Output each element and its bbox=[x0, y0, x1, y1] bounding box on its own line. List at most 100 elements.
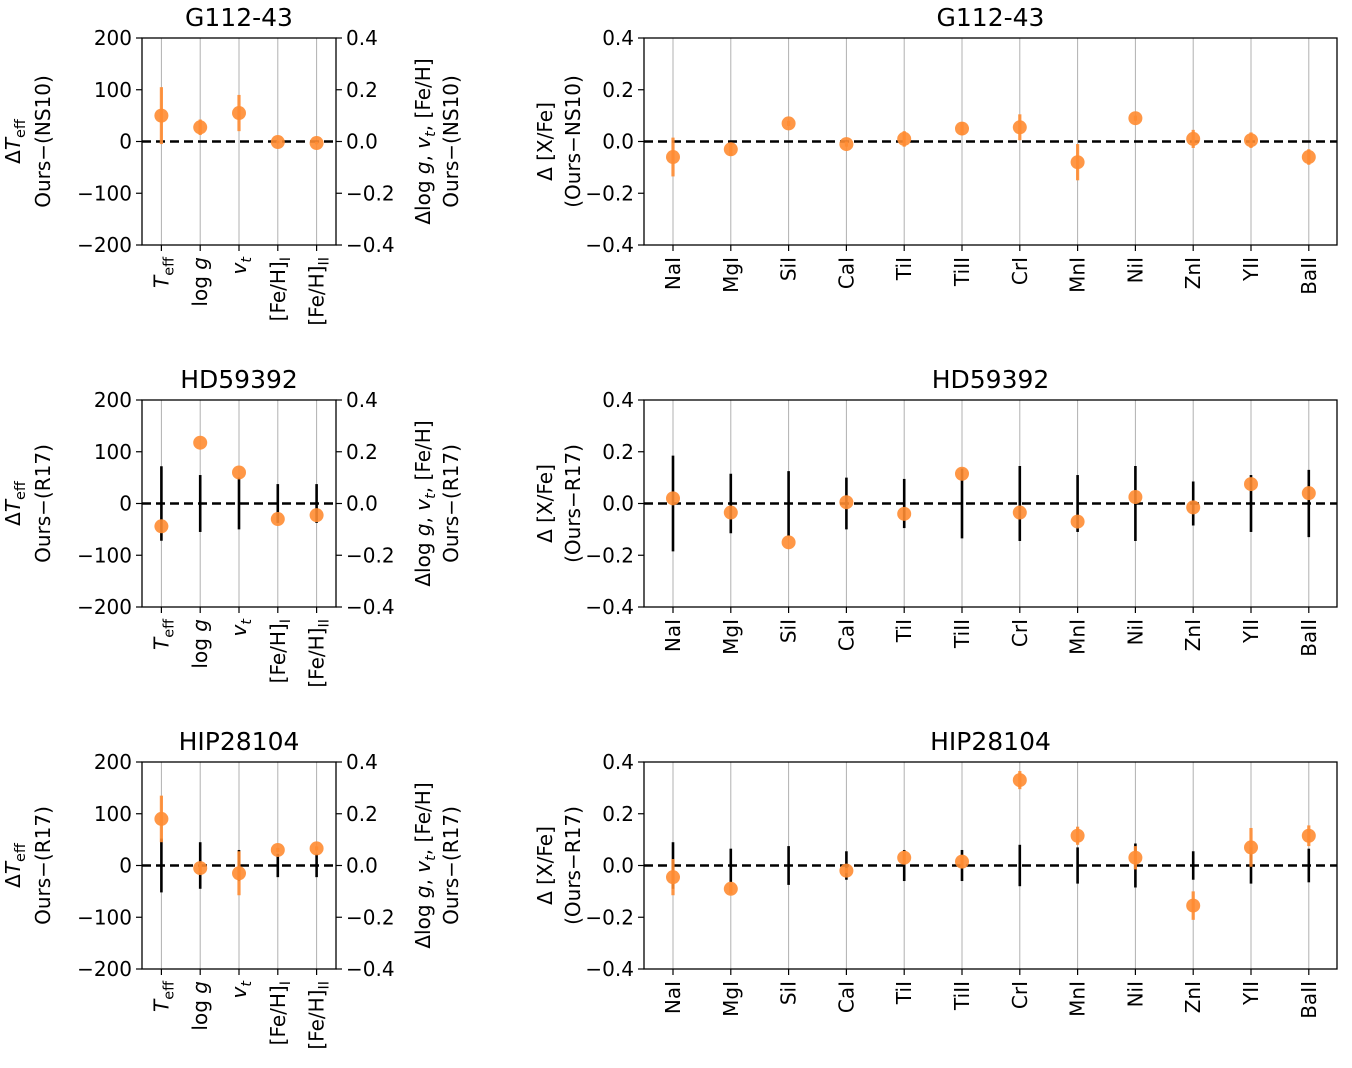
y-tick-label: −0.2 bbox=[585, 181, 634, 205]
ours-data-point bbox=[1012, 773, 1027, 788]
y-tick-label: 0 bbox=[119, 854, 132, 878]
y2-tick-label: −0.2 bbox=[346, 181, 395, 205]
ours-data-point bbox=[897, 131, 912, 146]
x-tick-label: [Fe/H]I bbox=[266, 257, 294, 321]
ours-data-point bbox=[1186, 500, 1201, 515]
ours-data-point bbox=[1186, 131, 1201, 146]
ours-data-point bbox=[193, 435, 208, 450]
y-tick-label: −100 bbox=[77, 543, 132, 567]
x-tick-label: [Fe/H]II bbox=[305, 981, 333, 1050]
y-axis-label-line2: Ours−(NS10) bbox=[31, 75, 55, 208]
x-tick-label: MgI bbox=[719, 257, 743, 293]
x-tick-label: SiI bbox=[777, 981, 801, 1005]
y-axis-label: Δ [X/Fe] bbox=[533, 102, 557, 181]
x-tick-label: NiI bbox=[1123, 981, 1147, 1007]
ours-data-point bbox=[1244, 840, 1258, 855]
x-tick-label: TiI bbox=[892, 619, 916, 643]
x-tick-label: TiII bbox=[950, 981, 974, 1011]
x-tick-label: vt bbox=[227, 618, 255, 637]
y2-tick-label: 0.0 bbox=[346, 492, 378, 516]
x-tick-label: SiI bbox=[777, 619, 801, 643]
ours-data-point bbox=[666, 870, 680, 885]
y2-tick-label: 0.2 bbox=[346, 78, 378, 102]
x-tick-label: SiI bbox=[777, 257, 801, 281]
x-tick-label: TiI bbox=[892, 257, 916, 281]
ours-data-point bbox=[1070, 514, 1085, 529]
ours-data-point bbox=[1186, 898, 1201, 913]
ours-data-point bbox=[839, 495, 854, 510]
ours-data-point bbox=[1128, 490, 1143, 505]
ours-data-point bbox=[1128, 850, 1143, 865]
param-panel-0: 200 100 0 −100 −200 0.4 0.2 0.0 −0.2 −0.4 Teff log … bbox=[1, 3, 463, 326]
y-tick-label: −0.4 bbox=[585, 233, 634, 257]
y2-tick-label: 0.4 bbox=[346, 750, 378, 774]
ours-data-point bbox=[1070, 828, 1085, 843]
y2-axis-label: Δlog g, vt, [Fe/H] bbox=[411, 782, 439, 948]
y2-tick-label: −0.4 bbox=[346, 233, 395, 257]
y-tick-label: 100 bbox=[94, 440, 132, 464]
y2-tick-label: 0.4 bbox=[346, 26, 378, 50]
panel-title: HD59392 bbox=[180, 365, 298, 394]
x-tick-label: TiI bbox=[892, 981, 916, 1005]
x-tick-label: Teff bbox=[149, 980, 177, 1012]
y-tick-label: 200 bbox=[94, 388, 132, 412]
y-tick-label: 200 bbox=[94, 750, 132, 774]
y-tick-label: 0.2 bbox=[602, 802, 634, 826]
ours-data-point bbox=[723, 881, 738, 896]
ours-data-point bbox=[897, 506, 912, 521]
y-axis-label: ΔTeff bbox=[1, 842, 29, 888]
x-tick-label: MgI bbox=[719, 619, 743, 655]
x-tick-label: BaII bbox=[1297, 981, 1321, 1019]
x-tick-label: YII bbox=[1239, 257, 1263, 282]
x-tick-label: Teff bbox=[149, 618, 177, 650]
x-tick-label: log g bbox=[188, 257, 212, 307]
ours-data-point bbox=[154, 519, 169, 534]
x-tick-label: ZnI bbox=[1181, 981, 1205, 1013]
ours-data-point bbox=[1012, 505, 1027, 520]
ours-data-point bbox=[955, 854, 969, 869]
ours-data-point bbox=[1301, 150, 1316, 165]
ours-data-point bbox=[1301, 486, 1316, 501]
x-tick-label: YII bbox=[1239, 981, 1263, 1006]
x-tick-label: vt bbox=[227, 980, 255, 999]
param-panel-2: 200 100 0 −100 −200 0.4 0.2 0.0 −0.2 −0.4 Teff log … bbox=[1, 365, 463, 688]
y-tick-label: 0.4 bbox=[602, 26, 634, 50]
panel-title: HIP28104 bbox=[179, 727, 300, 756]
y-axis-label-line2: (Ours−NS10) bbox=[561, 75, 585, 208]
panel-title: HD59392 bbox=[932, 365, 1050, 394]
y-tick-label: −0.4 bbox=[585, 957, 634, 981]
ours-data-point bbox=[270, 512, 285, 527]
y-tick-label: −100 bbox=[77, 181, 132, 205]
ours-data-point bbox=[309, 508, 324, 523]
y-axis-label-line2: (Ours−R17) bbox=[561, 806, 585, 925]
ours-data-point bbox=[309, 841, 324, 856]
y-axis-label-line2: Ours−(R17) bbox=[31, 806, 55, 925]
param-panel-4: 200 100 0 −100 −200 0.4 0.2 0.0 −0.2 −0.4 Teff log … bbox=[1, 727, 463, 1050]
y2-tick-label: 0.0 bbox=[346, 854, 378, 878]
y2-tick-label: 0.2 bbox=[346, 802, 378, 826]
y2-tick-label: 0.2 bbox=[346, 440, 378, 464]
ours-data-point bbox=[270, 842, 285, 857]
ours-data-point bbox=[839, 863, 854, 878]
y-axis-label-line2: Ours−(R17) bbox=[31, 444, 55, 563]
ours-data-point bbox=[154, 811, 169, 826]
ours-data-point bbox=[839, 137, 854, 152]
y-tick-label: 100 bbox=[94, 802, 132, 826]
x-tick-label: CaI bbox=[834, 981, 858, 1013]
y2-axis-label-line2: Ours−(R17) bbox=[439, 444, 463, 563]
x-tick-label: TiII bbox=[950, 619, 974, 649]
y2-tick-label: −0.2 bbox=[346, 905, 395, 929]
x-tick-label: CrI bbox=[1008, 257, 1032, 285]
ours-data-point bbox=[154, 108, 169, 123]
x-tick-label: BaII bbox=[1297, 257, 1321, 295]
abundance-panel-5: 0.4 0.2 0.0 −0.2 −0.4 NaI MgI SiI CaI TiI TiII CrI M… bbox=[533, 727, 1338, 1019]
ours-data-point bbox=[781, 116, 796, 131]
ours-data-point bbox=[1244, 133, 1258, 148]
y2-tick-label: −0.4 bbox=[346, 595, 395, 619]
y-axis-label-line2: (Ours−R17) bbox=[561, 444, 585, 563]
y2-tick-label: −0.2 bbox=[346, 543, 395, 567]
ours-data-point bbox=[723, 142, 738, 157]
x-tick-label: CaI bbox=[834, 619, 858, 651]
x-tick-label: NiI bbox=[1123, 257, 1147, 283]
